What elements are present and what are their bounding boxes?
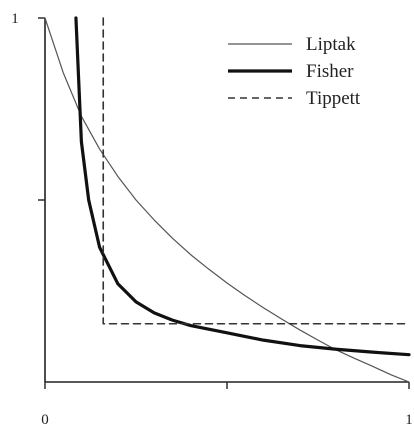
series-line-fisher: [74, 16, 411, 357]
x-tick-label: 1: [405, 412, 413, 428]
plot-area: [44, 16, 411, 383]
legend: Liptak Fisher Tippett: [228, 34, 361, 109]
series-line-tippett: [102, 17, 410, 325]
legend-label-tippett: Tippett: [306, 88, 361, 109]
x-tick-label: 0: [41, 412, 49, 428]
legend-label-liptak: Liptak: [306, 34, 356, 55]
axes: 0 1 1: [11, 11, 413, 428]
y-tick-label: 1: [11, 11, 19, 27]
series-line-liptak: [44, 17, 410, 383]
legend-label-fisher: Fisher: [306, 61, 354, 82]
